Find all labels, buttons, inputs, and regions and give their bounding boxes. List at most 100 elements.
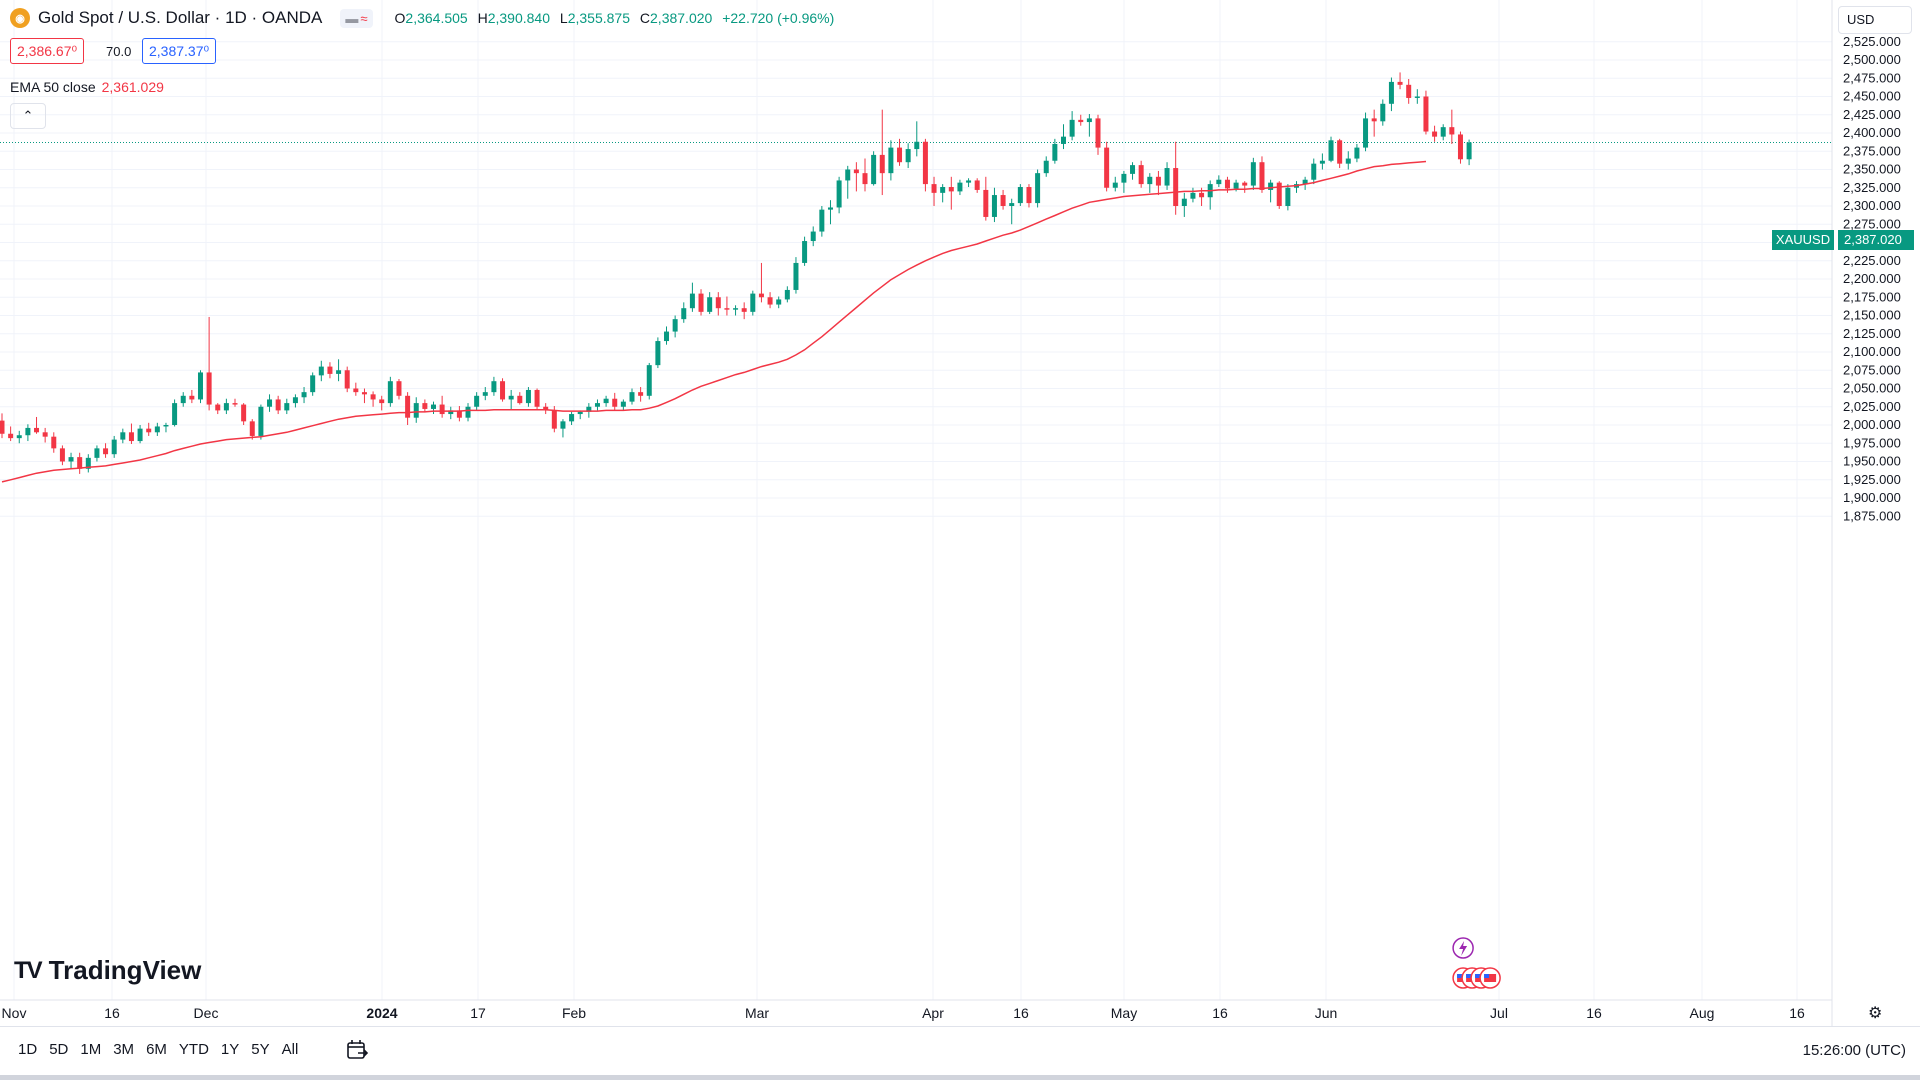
candle-body: [594, 403, 600, 407]
candle: [525, 387, 531, 407]
price-tick-label: 2,000.000: [1843, 417, 1901, 432]
price-tick-label: 2,350.000: [1843, 162, 1901, 177]
candle: [8, 426, 14, 442]
candle: [1406, 78, 1412, 104]
candle-body: [698, 293, 704, 312]
candle: [405, 392, 411, 425]
candle: [223, 398, 229, 415]
eye-dash-icon[interactable]: ▬: [345, 10, 359, 26]
candle: [1294, 181, 1299, 193]
time-tick-label: 16: [1789, 1005, 1805, 1021]
candle: [931, 176, 937, 206]
last-price-label: 2,387.020: [1838, 230, 1914, 250]
indicator-value: 2,361.029: [101, 79, 164, 95]
candle-body: [0, 420, 5, 434]
price-tick-label: 1,875.000: [1843, 508, 1901, 523]
range-1m[interactable]: 1M: [80, 1041, 102, 1058]
price-tick-label: 2,300.000: [1843, 198, 1901, 213]
ohlc-readout: O2,364.505 H2,390.840 L2,355.875 C2,387.…: [394, 10, 835, 26]
price-tick-label: 1,950.000: [1843, 454, 1901, 469]
candle: [422, 399, 428, 412]
candle: [284, 398, 290, 415]
candle: [1026, 184, 1032, 208]
candle: [758, 262, 764, 303]
candle: [940, 184, 946, 203]
range-all[interactable]: All: [281, 1041, 299, 1058]
currency-select[interactable]: USD: [1838, 6, 1912, 34]
candle-body: [172, 403, 178, 425]
candle-body: [8, 433, 14, 439]
buy-price-button[interactable]: 2,387.37⁰: [142, 38, 217, 64]
calendar-range-icon[interactable]: [345, 1038, 369, 1062]
legend-toggle[interactable]: ▬ ≈: [340, 8, 373, 28]
candle-body: [232, 403, 238, 405]
candle: [612, 392, 618, 411]
candle-body: [767, 297, 773, 305]
candle-body: [137, 428, 143, 442]
candle-body: [68, 457, 74, 462]
wave-icon[interactable]: ≈: [360, 10, 368, 26]
candle-body: [1432, 131, 1438, 137]
last-price-symbol-label: XAUUSD: [1772, 230, 1834, 250]
candle-body: [1121, 173, 1127, 183]
candle-body: [991, 195, 997, 217]
range-1y[interactable]: 1Y: [220, 1041, 240, 1058]
candle-body: [750, 293, 756, 312]
range-5y[interactable]: 5Y: [251, 1041, 270, 1058]
close-value: 2,387.020: [650, 10, 713, 26]
candle: [51, 432, 57, 453]
candle: [646, 362, 652, 400]
price-chart[interactable]: 2,525.000 2,500.000 2,475.000 2,450.000 2,42…: [0, 0, 1920, 1026]
candle: [85, 454, 91, 473]
candle-body: [603, 398, 609, 404]
indicator-legend[interactable]: EMA 50 close 2,361.029: [10, 79, 164, 95]
candle: [1440, 124, 1446, 141]
candle-body: [439, 404, 445, 415]
price-tick-label: 1,900.000: [1843, 490, 1901, 505]
candle: [1242, 181, 1248, 193]
candle: [1328, 136, 1334, 163]
collapse-legend-button[interactable]: ⌃: [10, 103, 46, 129]
price-tick-label: 2,525.000: [1843, 34, 1901, 49]
candle-body: [1104, 147, 1110, 188]
candle: [189, 389, 195, 404]
candle-body: [1328, 140, 1334, 161]
candle-body: [482, 392, 488, 396]
price-tick-label: 2,375.000: [1843, 143, 1901, 158]
candle: [1112, 176, 1118, 192]
candle-body: [42, 432, 48, 437]
candle-body: [370, 394, 376, 400]
candle-body: [310, 375, 316, 393]
candle-body: [672, 319, 678, 332]
candle-body: [689, 293, 695, 309]
range-1d[interactable]: 1D: [18, 1041, 38, 1058]
candle-body: [741, 308, 747, 312]
sell-price-button[interactable]: 2,386.67⁰: [10, 38, 85, 64]
candle: [128, 423, 134, 444]
candle-body: [1138, 165, 1144, 185]
candle-body: [456, 410, 462, 418]
range-3m[interactable]: 3M: [113, 1041, 135, 1058]
candle: [862, 158, 868, 192]
candle: [146, 422, 152, 436]
candle-body: [1380, 103, 1386, 122]
time-tick-label: 16: [1013, 1005, 1029, 1021]
candle: [77, 452, 83, 474]
candle-body: [776, 299, 782, 305]
candle-body: [249, 421, 255, 436]
range-ytd[interactable]: YTD: [178, 1041, 209, 1058]
tradingview-logo[interactable]: TV TradingView: [14, 955, 201, 986]
settings-gear-icon[interactable]: ⚙: [1868, 1005, 1883, 1022]
time-tick-label: 16: [1212, 1005, 1228, 1021]
chevron-up-icon: ⌃: [22, 108, 34, 123]
candle-body: [1345, 158, 1351, 164]
symbol-title[interactable]: Gold Spot / U.S. Dollar · 1D · OANDA: [38, 8, 323, 27]
candle: [715, 292, 721, 316]
clock-timezone[interactable]: 15:26:00 (UTC): [1802, 1042, 1906, 1059]
candle-body: [819, 209, 825, 232]
range-6m[interactable]: 6M: [146, 1041, 167, 1058]
candle: [638, 387, 644, 402]
candle: [1337, 138, 1343, 169]
candle: [1043, 156, 1049, 177]
range-5d[interactable]: 5D: [49, 1041, 69, 1058]
